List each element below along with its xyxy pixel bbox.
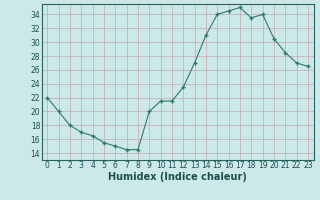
X-axis label: Humidex (Indice chaleur): Humidex (Indice chaleur) xyxy=(108,172,247,182)
